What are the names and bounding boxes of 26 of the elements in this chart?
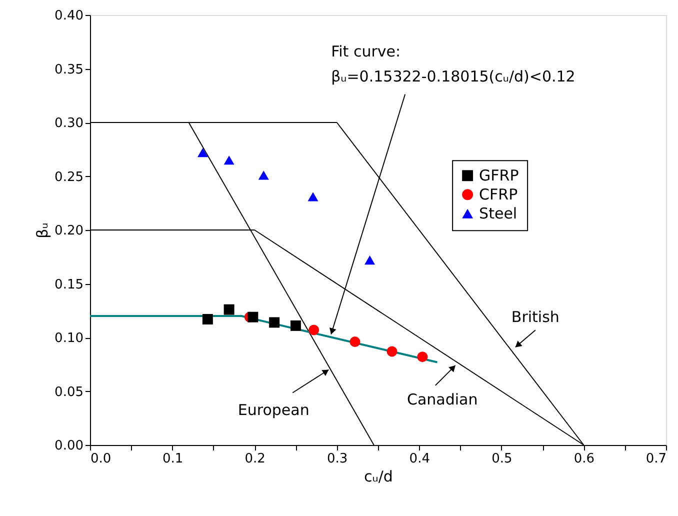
x-tick-label: 0.4 xyxy=(409,452,430,466)
legend-label: GFRP xyxy=(479,166,519,185)
y-tick-label: 0.40 xyxy=(54,8,84,24)
y-tick-label: 0.20 xyxy=(54,224,84,238)
x-tick-label: 0.5 xyxy=(492,452,512,466)
x-tick-label: 0.1 xyxy=(162,452,184,466)
annotation: Fit curve: βᵤ=0.15322-0.18015(cᵤ/d)<0.12 xyxy=(331,42,576,86)
x-tick-label: 0.0 xyxy=(90,452,112,466)
y-tick-label: 0.30 xyxy=(54,116,84,131)
legend-label: Steel xyxy=(479,204,518,223)
legend-label: CFRP xyxy=(479,186,518,204)
y-tick-label: 0.35 xyxy=(54,62,84,78)
y-tick-label: 0.15 xyxy=(54,277,84,292)
x-axis-title: cᵤ/d xyxy=(364,468,393,486)
y-tick-label: 0.00 xyxy=(54,438,84,454)
x-tick-label: 0.7 xyxy=(646,452,666,466)
annotation: Canadian xyxy=(406,390,478,408)
y-tick-label: 0.25 xyxy=(54,170,84,185)
y-tick-label: 0.05 xyxy=(54,384,84,400)
x-tick-label: 0.6 xyxy=(574,452,595,466)
y-axis-title: βᵤ xyxy=(34,222,52,238)
annotation: European xyxy=(238,400,310,419)
y-tick-label: 0.10 xyxy=(54,331,84,346)
x-tick-label: 0.2 xyxy=(244,452,266,466)
x-tick-label: 0.3 xyxy=(327,452,348,466)
annotation: British xyxy=(511,308,560,326)
